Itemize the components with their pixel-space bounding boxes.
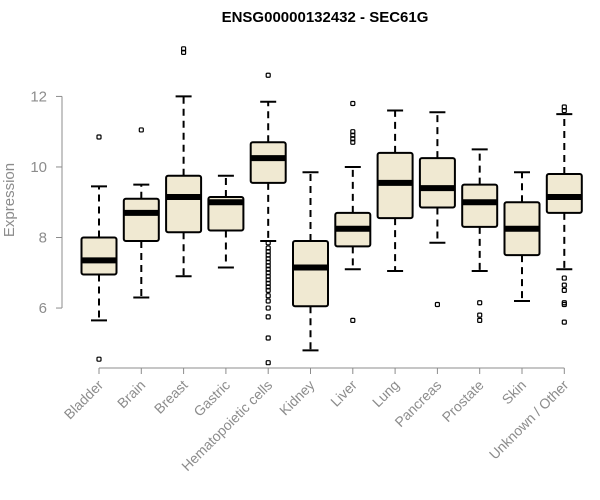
box-pancreas [418,111,456,308]
outlier-point [265,72,271,78]
iqr-box [207,195,245,232]
box-liver [334,100,372,323]
box-gastric [207,174,245,269]
outlier-point [181,46,187,52]
iqr-box [165,174,203,234]
box-kidney [292,171,329,352]
outlier-point [265,287,271,294]
x-tick-label: Pancreas [391,377,444,430]
box-unknown-other [545,104,583,325]
box-prostate [461,148,499,323]
outlier-point [265,293,271,299]
y-tick-label: 10 [30,159,47,176]
outlier-point [477,300,483,306]
outlier-point [434,301,440,308]
outlier-point [265,298,271,304]
y-tick-label: 12 [30,88,47,105]
box-breast [165,46,203,278]
outlier-point [350,100,356,107]
iqr-box [249,141,287,184]
x-tick-label: Lung [369,377,402,410]
box-lung [376,109,414,273]
y-axis-label: Expression [1,163,18,237]
x-tick-label: Unknown / Other [486,377,572,463]
outlier-point [96,134,102,140]
outlier-point [477,312,483,318]
outlier-point [561,287,567,294]
outlier-point [561,107,567,114]
y-tick-label: 6 [39,300,47,317]
outlier-point [561,301,567,308]
outlier-point [265,305,271,311]
outlier-point [561,282,567,288]
outlier-point [561,275,567,281]
iqr-box [545,173,583,214]
outlier-point [96,356,102,362]
outlier-point [265,314,271,320]
outlier-point [138,127,144,133]
x-tick-label: Bladder [61,377,107,423]
box-hematopoietic-cells [249,72,287,366]
plot-area [80,46,583,366]
iqr-box [461,183,499,228]
outlier-point [265,335,271,341]
iqr-box [80,236,118,276]
chart-title: ENSG00000132432 - SEC61G [222,9,429,26]
x-tick-label: Brain [114,377,148,411]
box-skin [503,171,541,302]
outlier-point [477,317,483,323]
outlier-point [350,317,356,323]
x-tick-label: Prostate [439,377,487,425]
outlier-point [265,360,271,366]
box-bladder [80,134,118,362]
outlier-point [265,240,271,246]
y-tick-label: 8 [39,230,47,247]
outlier-point [561,319,567,325]
iqr-box [292,240,329,308]
iqr-box [418,157,456,209]
box-brain [122,127,160,299]
outlier-point [350,139,356,145]
x-tick-label: Breast [151,377,191,417]
x-tick-label: Liver [327,377,360,410]
y-axis: 6 8 10 12 [30,88,63,317]
iqr-box [122,197,160,243]
x-tick-label: Skin [499,377,530,408]
x-tick-label: Kidney [276,377,318,419]
